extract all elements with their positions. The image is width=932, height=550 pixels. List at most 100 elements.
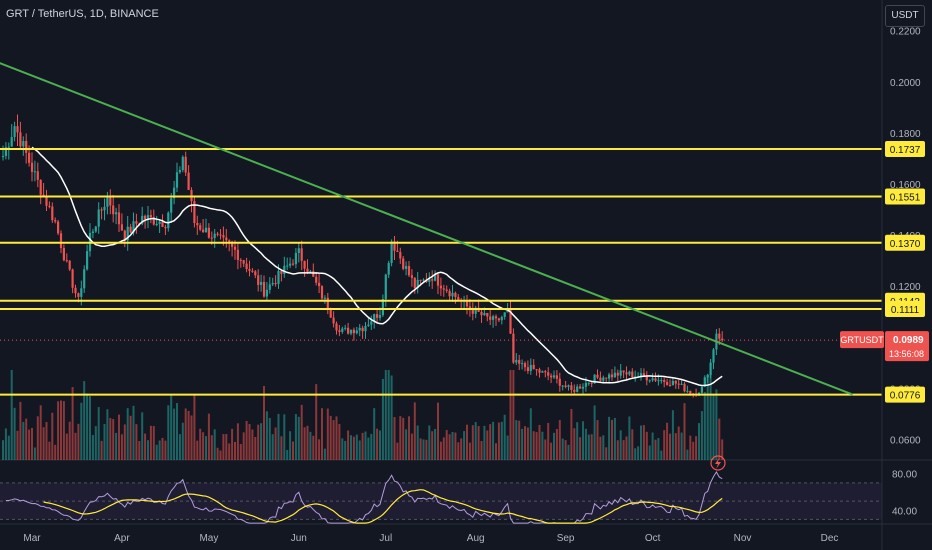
rsi-line xyxy=(5,471,723,524)
candle-body xyxy=(33,171,36,173)
candle-body xyxy=(271,283,274,285)
volume-bar xyxy=(318,439,321,460)
candle xyxy=(645,371,648,386)
candle xyxy=(677,379,680,390)
moving-average-line xyxy=(31,146,723,387)
candle-body xyxy=(117,212,121,225)
candle xyxy=(660,377,663,384)
candle xyxy=(431,270,434,289)
candle xyxy=(465,294,469,315)
volume-bar xyxy=(567,444,570,460)
volume-bar xyxy=(442,437,445,460)
level-price-label: 0.1551 xyxy=(890,193,921,204)
volume-bar xyxy=(596,420,599,460)
candle-body xyxy=(347,327,350,334)
candle xyxy=(521,359,524,370)
candle-body xyxy=(83,269,86,289)
candle-body xyxy=(567,385,570,387)
bar-countdown-label: 13:56:08 xyxy=(889,349,924,359)
volume-bar xyxy=(582,421,584,460)
volume-bar xyxy=(692,441,695,460)
candle xyxy=(509,301,512,334)
candle xyxy=(268,277,271,294)
lightning-icon xyxy=(710,455,726,471)
candle-body xyxy=(373,314,376,322)
time-tick-label: May xyxy=(199,533,218,544)
volume-bar xyxy=(207,413,210,460)
candle-body xyxy=(152,217,155,225)
volume-bar xyxy=(457,442,460,460)
volume-bar xyxy=(19,401,22,460)
volume-bar xyxy=(109,418,112,460)
volume-bar xyxy=(62,401,65,460)
candle-body xyxy=(265,289,268,297)
volume-bar xyxy=(36,416,39,460)
volume-bar xyxy=(497,422,500,460)
candle xyxy=(442,284,445,297)
volume-bar xyxy=(48,441,51,460)
candle-body xyxy=(181,156,184,170)
candle-body xyxy=(126,226,129,241)
candle xyxy=(573,384,576,395)
candle-body xyxy=(173,187,176,199)
volume-bar xyxy=(277,413,280,460)
candle xyxy=(523,361,527,372)
candle-body xyxy=(100,209,103,211)
candle-body xyxy=(570,385,573,390)
volume-bar xyxy=(700,411,703,460)
candle-body xyxy=(1,156,5,158)
candle xyxy=(335,321,338,335)
candle xyxy=(19,121,22,150)
level-price-tag xyxy=(885,234,925,251)
candle-body xyxy=(376,314,379,318)
candle-body xyxy=(515,359,518,363)
candle xyxy=(271,277,274,287)
candle-body xyxy=(584,382,587,387)
candle xyxy=(103,198,106,221)
candle-body xyxy=(613,372,616,378)
candle-body xyxy=(407,266,411,276)
candle-body xyxy=(489,316,492,320)
candle-body xyxy=(564,385,567,387)
candle-body xyxy=(631,371,634,378)
rsi-tick-label: 40.00 xyxy=(892,506,917,517)
volume-bar xyxy=(666,422,669,460)
candle-body xyxy=(639,373,643,377)
volume-bar xyxy=(54,444,57,460)
volume-bar xyxy=(300,404,303,460)
candle-body xyxy=(77,293,80,297)
price-tick-label: 0.2200 xyxy=(890,27,921,38)
candle-body xyxy=(622,370,625,373)
candle-body xyxy=(480,311,483,316)
volume-bar xyxy=(718,418,721,460)
candle-body xyxy=(7,146,10,148)
candle-body xyxy=(596,374,599,378)
volume-bar xyxy=(323,448,326,460)
candle xyxy=(7,142,10,160)
candle-body xyxy=(184,156,187,173)
volume-bar xyxy=(33,447,36,460)
candle xyxy=(181,155,184,173)
volume-bar xyxy=(570,408,573,460)
candle-body xyxy=(552,375,556,378)
volume-bar xyxy=(10,370,13,460)
candle-body xyxy=(323,297,326,299)
candle xyxy=(628,370,631,377)
candles xyxy=(1,114,724,398)
volume-bar xyxy=(689,435,692,460)
volume-bar xyxy=(51,412,54,460)
candle-body xyxy=(523,363,527,368)
candle-body xyxy=(468,306,471,310)
candle xyxy=(117,204,121,233)
volume-bar xyxy=(605,447,608,460)
volume-bar xyxy=(631,429,634,460)
currency-button[interactable]: USDT xyxy=(885,5,925,27)
time-tick-label: Apr xyxy=(114,533,130,544)
volume-bar xyxy=(445,430,448,460)
volume-bar xyxy=(669,433,671,460)
volume-bar xyxy=(622,440,625,460)
candle-body xyxy=(654,378,657,381)
candle xyxy=(500,315,503,325)
candle xyxy=(639,368,643,381)
